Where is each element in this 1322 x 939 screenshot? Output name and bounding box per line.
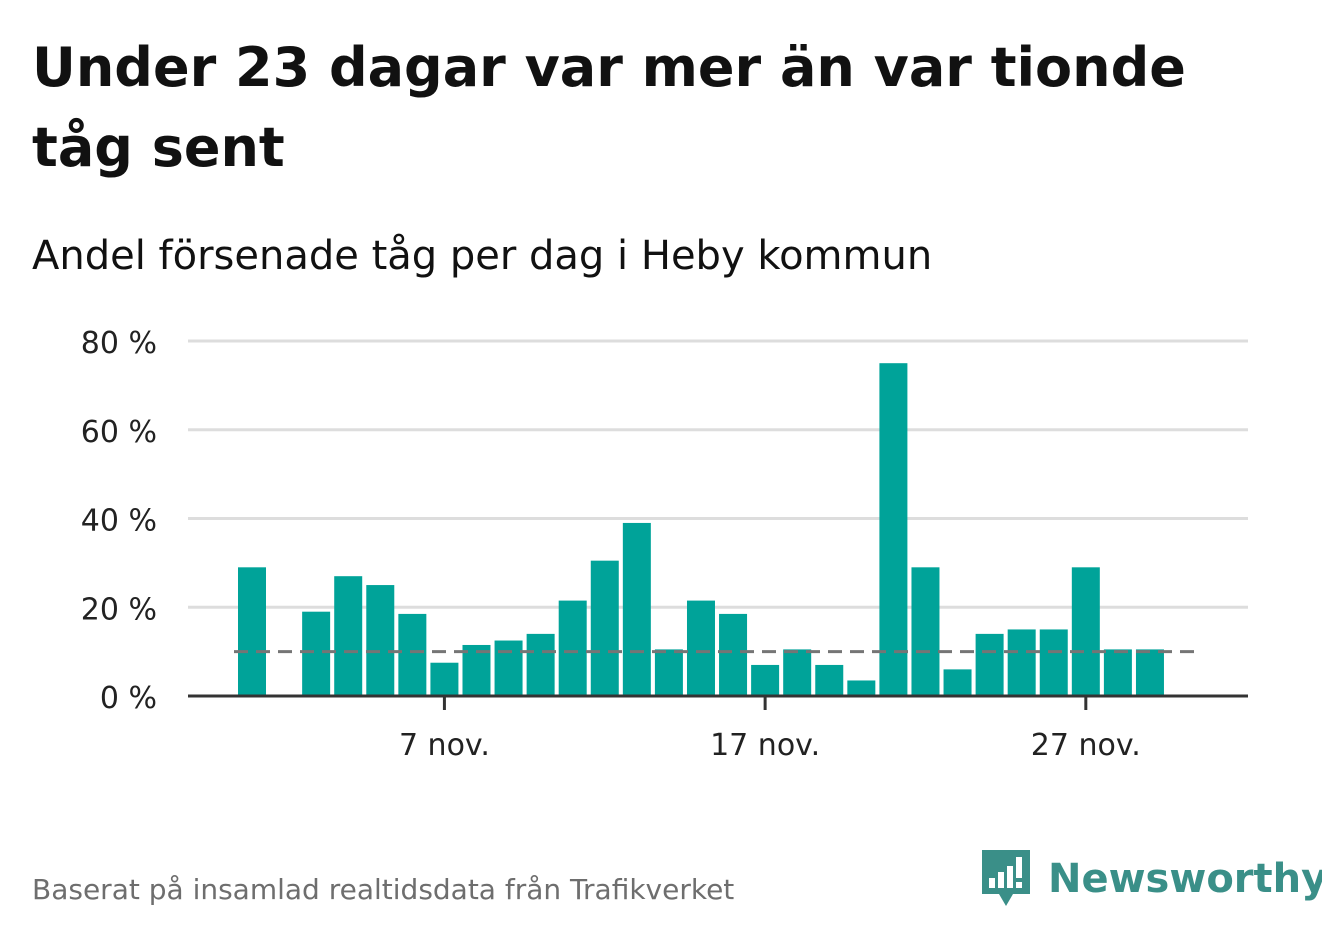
- bar: [751, 664, 780, 696]
- grid-lines: [188, 339, 1248, 609]
- x-tick-label: 17 nov.: [710, 728, 820, 763]
- bar: [366, 585, 395, 696]
- source-note: Baserat på insamlad realtidsdata från Tr…: [32, 873, 735, 906]
- bar: [302, 611, 331, 696]
- bar: [398, 613, 427, 696]
- bar: [911, 567, 940, 696]
- bar: [1039, 629, 1068, 696]
- brand-name: Newsworthy: [1048, 856, 1322, 902]
- bar: [975, 633, 1004, 697]
- bar: [847, 680, 876, 696]
- bar: [334, 576, 363, 696]
- bar: [686, 600, 715, 696]
- newsworthy-logo-icon: [982, 850, 1030, 906]
- bar: [815, 664, 844, 696]
- x-axis-tick-labels: 7 nov. 17 nov. 27 nov.: [399, 728, 1141, 763]
- x-tick-label: 7 nov.: [399, 728, 490, 763]
- bar-chart: 0 % 20 % 40 % 60 % 80 % 7 nov. 17 nov. 27 nov.: [81, 326, 1248, 763]
- y-tick-label: 0 %: [100, 681, 157, 716]
- bar: [783, 649, 812, 696]
- chart-title: Under 23 dagar var mer än var tionde tåg…: [32, 36, 1186, 179]
- bar: [719, 613, 748, 696]
- bar: [654, 649, 683, 696]
- chart-subtitle: Andel försenade tåg per dag i Heby kommu…: [32, 233, 933, 279]
- bar: [430, 662, 459, 696]
- bar: [879, 363, 908, 696]
- brand-logo: Newsworthy: [980, 848, 1322, 910]
- bar: [1103, 649, 1132, 696]
- bars: [238, 363, 1164, 697]
- bar: [462, 644, 491, 696]
- y-tick-label: 80 %: [81, 326, 157, 361]
- bar: [590, 560, 619, 696]
- x-axis: [188, 694, 1248, 710]
- y-tick-label: 20 %: [81, 592, 157, 627]
- bar: [526, 633, 555, 697]
- bar: [622, 522, 651, 696]
- bar: [238, 567, 266, 696]
- bar: [1007, 629, 1036, 696]
- x-tick-label: 27 nov.: [1031, 728, 1141, 763]
- bar: [494, 640, 523, 696]
- bar: [1135, 649, 1164, 696]
- bar: [1071, 567, 1100, 696]
- y-tick-label: 40 %: [81, 504, 157, 539]
- bar: [943, 669, 972, 697]
- bar: [558, 600, 587, 696]
- y-tick-label: 60 %: [81, 415, 157, 450]
- y-axis-tick-labels: 0 % 20 % 40 % 60 % 80 %: [81, 326, 157, 716]
